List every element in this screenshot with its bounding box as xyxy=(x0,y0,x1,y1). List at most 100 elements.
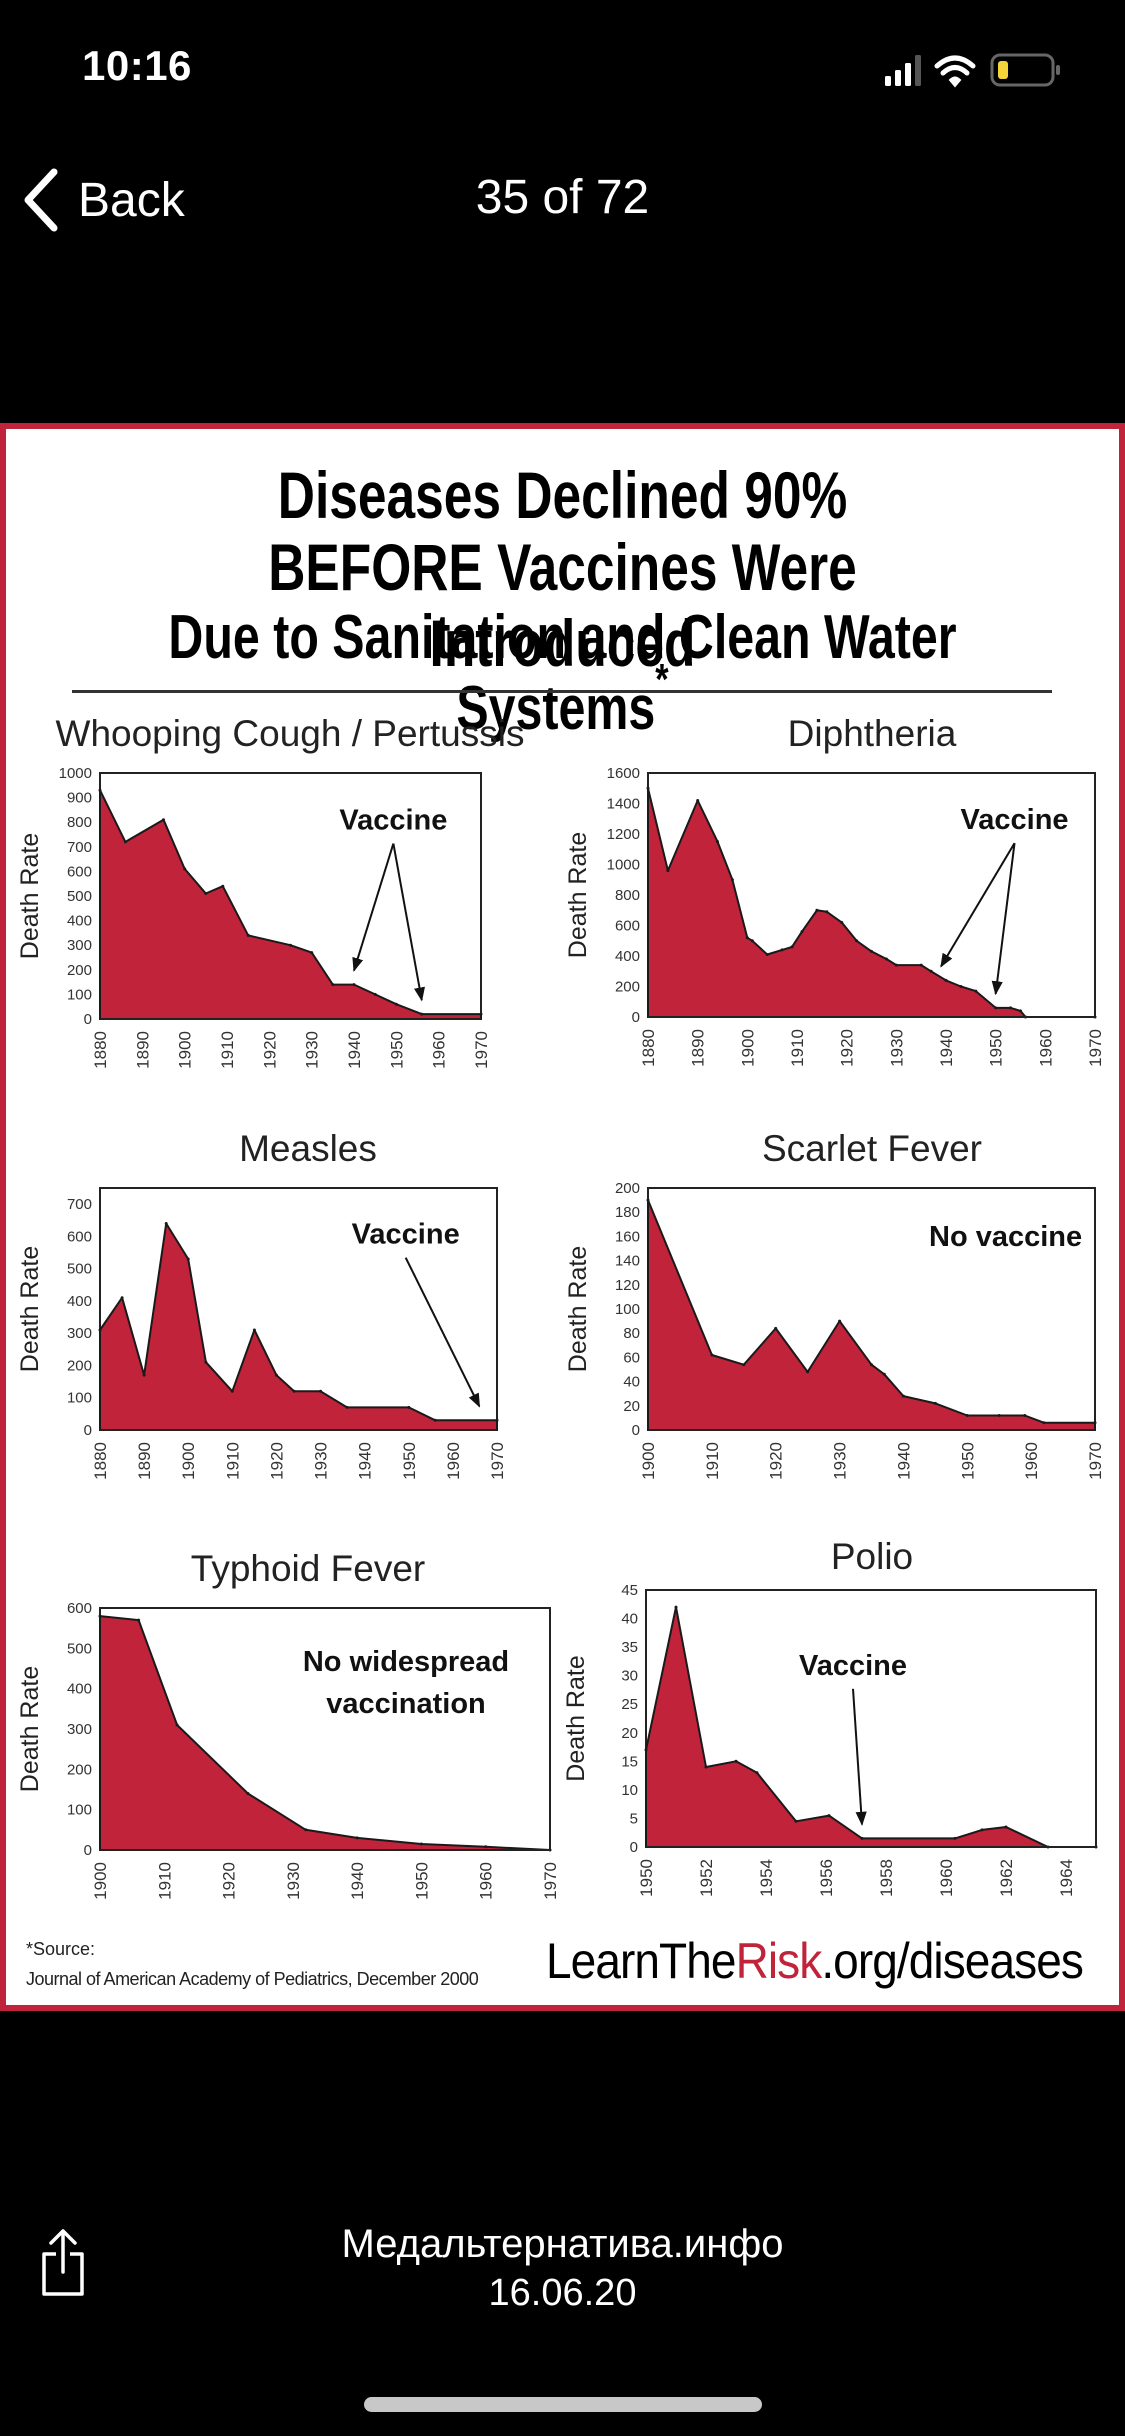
y-tick-label: 600 xyxy=(67,1228,92,1245)
data-point-diphtheria xyxy=(994,1006,998,1010)
x-tick-label: 1960 xyxy=(937,1859,956,1897)
x-tick-label: 1890 xyxy=(135,1442,154,1480)
x-tick-label: 1930 xyxy=(303,1031,322,1069)
y-tick-label: 45 xyxy=(621,1582,638,1599)
x-tick-label: 1958 xyxy=(877,1859,896,1897)
back-label: Back xyxy=(78,173,185,227)
data-point-scarlet-fever xyxy=(774,1326,778,1330)
y-tick-label: 700 xyxy=(67,839,92,856)
data-point-scarlet-fever xyxy=(1042,1421,1046,1425)
y-tick-label: 100 xyxy=(67,986,92,1003)
data-point-measles xyxy=(142,1373,146,1377)
annotation-polio: Vaccine xyxy=(799,1650,907,1682)
data-point-measles xyxy=(274,1373,278,1377)
data-point-diphtheria xyxy=(730,878,734,882)
y-tick-label: 600 xyxy=(67,1600,92,1617)
share-icon[interactable] xyxy=(38,2228,88,2298)
data-point-whooping-cough-pertussis xyxy=(373,992,377,996)
vaccine-arrow xyxy=(352,843,395,972)
data-point-polio xyxy=(704,1765,708,1769)
data-point-whooping-cough-pertussis xyxy=(331,983,335,987)
annotation-typhoid-fever: No widespread xyxy=(303,1646,509,1678)
data-point-measles xyxy=(204,1360,208,1364)
data-point-diphtheria xyxy=(1009,1006,1013,1010)
data-point-whooping-cough-pertussis xyxy=(204,892,208,895)
y-tick-label: 200 xyxy=(67,1357,92,1374)
photo-caption: Медальтернатива.инфо xyxy=(341,2222,784,2266)
poster-image[interactable]: Diseases Declined 90% BEFORE Vaccines We… xyxy=(0,423,1125,2011)
x-tick-label: 1890 xyxy=(133,1031,152,1069)
y-tick-label: 40 xyxy=(623,1374,640,1391)
y-tick-label: 500 xyxy=(67,888,92,905)
brand-url: LearnTheRisk.org/diseases xyxy=(546,1932,1084,1990)
y-tick-label: 0 xyxy=(632,1009,640,1026)
x-tick-label: 1910 xyxy=(223,1442,242,1480)
y-tick-label: 0 xyxy=(84,1011,92,1028)
data-point-measles xyxy=(164,1222,168,1225)
y-tick-label: 15 xyxy=(621,1753,638,1770)
headline-line-3-text: Due to Sanitation and Clean Water System… xyxy=(168,603,957,743)
vaccine-arrow xyxy=(404,1257,481,1408)
data-point-diphtheria xyxy=(815,908,819,912)
data-point-scarlet-fever xyxy=(997,1414,1001,1417)
data-point-diphtheria xyxy=(646,786,650,790)
y-tick-label: 80 xyxy=(623,1325,640,1342)
y-tick-label: 400 xyxy=(67,913,92,930)
data-point-typhoid-fever xyxy=(246,1792,250,1795)
data-point-scarlet-fever xyxy=(710,1353,714,1357)
source-text: Journal of American Academy of Pediatric… xyxy=(26,1969,479,1989)
data-point-polio xyxy=(953,1836,957,1840)
y-tick-label: 180 xyxy=(615,1204,640,1221)
data-point-measles xyxy=(120,1296,124,1300)
x-tick-label: 1960 xyxy=(1036,1029,1055,1067)
x-tick-label: 1900 xyxy=(179,1442,198,1480)
data-point-whooping-cough-pertussis xyxy=(246,933,250,937)
chart-title-whooping-cough-pertussis: Whooping Cough / Pertussis xyxy=(56,713,525,754)
data-point-measles xyxy=(98,1328,102,1332)
y-tick-label: 400 xyxy=(67,1293,92,1310)
y-tick-label: 5 xyxy=(630,1810,638,1827)
data-point-whooping-cough-pertussis xyxy=(420,1012,424,1016)
data-point-scarlet-fever xyxy=(646,1198,650,1202)
battery-low-icon xyxy=(990,53,1060,87)
chart-title-measles: Measles xyxy=(239,1128,377,1169)
annotation-measles: Vaccine xyxy=(352,1219,460,1251)
y-tick-label: 35 xyxy=(621,1639,638,1656)
y-tick-label: 10 xyxy=(621,1782,638,1799)
x-tick-label: 1920 xyxy=(767,1442,786,1480)
y-tick-label: 0 xyxy=(632,1422,640,1439)
y-tick-label: 800 xyxy=(67,814,92,831)
y-tick-label: 500 xyxy=(67,1261,92,1278)
y-tick-label: 700 xyxy=(67,1196,92,1213)
back-button[interactable]: Back xyxy=(20,165,185,235)
data-point-typhoid-fever xyxy=(419,1842,423,1846)
home-indicator[interactable] xyxy=(364,2397,762,2412)
x-tick-label: 1910 xyxy=(788,1029,807,1067)
data-point-diphtheria xyxy=(780,948,784,952)
headline-line-3: Due to Sanitation and Clean Water System… xyxy=(128,602,996,744)
x-tick-label: 1900 xyxy=(91,1862,110,1900)
y-tick-label: 1200 xyxy=(607,826,640,843)
data-point-diphtheria xyxy=(959,985,963,988)
wifi-icon xyxy=(934,55,976,88)
source-label: *Source: xyxy=(26,1939,96,1959)
y-axis-label: Death Rate xyxy=(16,833,44,959)
data-point-whooping-cough-pertussis xyxy=(123,840,127,844)
data-point-whooping-cough-pertussis xyxy=(183,867,187,871)
y-tick-label: 300 xyxy=(67,1325,92,1342)
x-tick-label: 1964 xyxy=(1057,1859,1076,1897)
y-axis-label: Death Rate xyxy=(564,1246,592,1372)
y-tick-label: 200 xyxy=(67,962,92,979)
data-point-diphtheria xyxy=(790,945,794,949)
y-tick-label: 300 xyxy=(67,937,92,954)
x-tick-label: 1970 xyxy=(1086,1442,1105,1480)
y-tick-label: 600 xyxy=(615,918,640,935)
vaccine-arrow xyxy=(991,842,1016,996)
y-tick-label: 600 xyxy=(67,863,92,880)
x-tick-label: 1940 xyxy=(345,1031,364,1069)
data-point-measles xyxy=(186,1257,190,1261)
data-point-scarlet-fever xyxy=(742,1363,746,1367)
x-tick-label: 1960 xyxy=(444,1442,463,1480)
data-point-typhoid-fever xyxy=(355,1836,359,1840)
x-tick-label: 1960 xyxy=(430,1031,449,1069)
